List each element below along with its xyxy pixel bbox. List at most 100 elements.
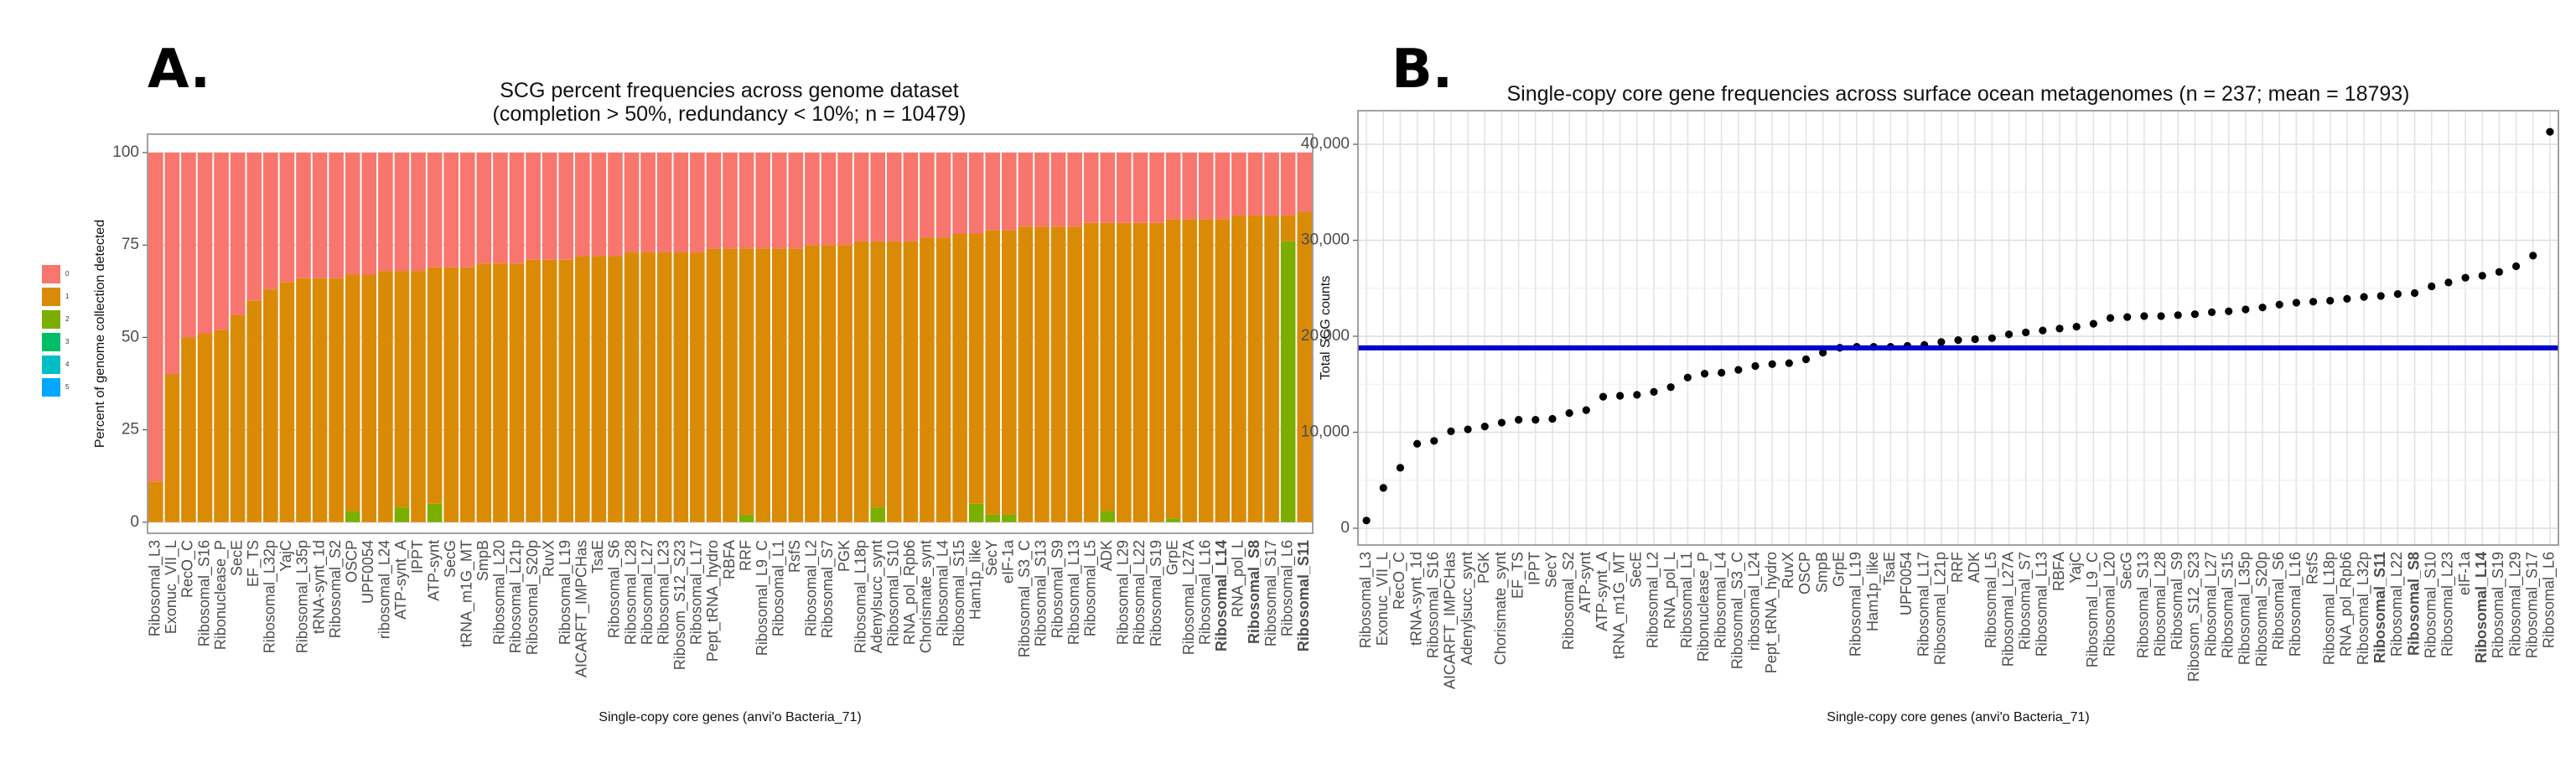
x-tick-label: Ribosomal_L6 bbox=[2541, 552, 2558, 648]
bar-segment bbox=[1149, 222, 1164, 522]
x-tick-label: RNA_pol_Rpb6 bbox=[901, 540, 919, 645]
x-tick-label: RNA_pol_Rpb6 bbox=[2338, 552, 2356, 657]
x-tick-label: Chorismate_synt bbox=[1492, 552, 1510, 665]
bar-segment bbox=[345, 511, 360, 522]
bar-segment bbox=[706, 248, 722, 522]
bar-segment bbox=[1034, 153, 1050, 227]
bar-segment bbox=[312, 278, 328, 522]
x-tick-label: Ham1p_like bbox=[967, 540, 984, 620]
x-tick-label: tRNA_m1G_MT bbox=[1610, 552, 1628, 659]
x-tick-label: ATP-synt bbox=[1577, 552, 1594, 613]
x-tick-label: ribosomal_L24 bbox=[376, 540, 394, 639]
legend-label: 4 bbox=[65, 361, 70, 368]
bar-segment bbox=[427, 503, 443, 522]
x-axis-title: Single-copy core genes (anvi'o Bacteria_… bbox=[1827, 710, 2089, 724]
x-axis-title: Single-copy core genes (anvi'o Bacteria_… bbox=[599, 710, 861, 724]
x-tick-label: RuvX bbox=[540, 540, 557, 577]
bar-segment bbox=[148, 481, 163, 522]
bar-segment bbox=[805, 153, 820, 246]
x-tick-label: Ribosomal_L23 bbox=[655, 540, 672, 645]
x-tick-label: Ribosomal_S15 bbox=[951, 540, 968, 646]
bar-segment bbox=[427, 267, 443, 504]
x-tick-label: Ribonuclease_P bbox=[212, 540, 230, 650]
x-tick-label: Adenylsucc_synt bbox=[1459, 552, 1476, 665]
x-tick-label: Chorismate_synt bbox=[918, 540, 936, 653]
x-tick-label: Ribosomal_L14 bbox=[2473, 552, 2490, 663]
x-tick-label: YajC bbox=[277, 540, 294, 572]
point bbox=[2393, 290, 2402, 299]
bar-segment bbox=[1247, 215, 1263, 522]
x-tick-label: IPPT bbox=[409, 540, 426, 574]
x-tick-label: eIF-1a bbox=[2456, 551, 2473, 595]
x-tick-label: Ribosomal_L29 bbox=[2506, 552, 2524, 657]
bar-segment bbox=[1002, 153, 1017, 231]
bar-segment bbox=[1198, 153, 1214, 220]
x-tick-label: SecY bbox=[983, 540, 1000, 576]
bar-segment bbox=[706, 153, 722, 249]
bar-segment bbox=[968, 503, 984, 522]
x-tick-label: SecG bbox=[2117, 552, 2134, 589]
legend-label: 1 bbox=[65, 293, 70, 300]
x-tick-label: Ribosomal_S3_C bbox=[1729, 552, 1747, 669]
x-tick-label: GrpE bbox=[1164, 540, 1180, 575]
x-tick-label: SecY bbox=[1543, 552, 1560, 588]
bar-segment bbox=[1215, 219, 1231, 522]
bar-segment bbox=[1264, 153, 1279, 215]
point bbox=[1480, 423, 1489, 431]
x-tick-label: YajC bbox=[2067, 552, 2084, 584]
x-tick-label: SmpB bbox=[474, 540, 491, 581]
x-tick-label: Ribosomal_S10 bbox=[2422, 552, 2439, 658]
bar-segment bbox=[509, 263, 525, 522]
point bbox=[1362, 517, 1371, 525]
bar-segment bbox=[394, 153, 410, 272]
x-tick-label: RsfS bbox=[786, 540, 803, 573]
point bbox=[2258, 304, 2267, 312]
x-tick-label: Ham1p_like bbox=[1864, 552, 1882, 631]
x-tick-label: Ribosomal_L5 bbox=[1983, 552, 2000, 648]
x-tick-label: RuvX bbox=[1780, 552, 1796, 589]
bar-segment bbox=[673, 252, 689, 522]
bar-segment bbox=[739, 153, 754, 249]
point bbox=[2039, 326, 2047, 335]
bar-segment bbox=[886, 241, 902, 522]
x-tick-label: Ribosomal_L32p bbox=[2355, 552, 2372, 665]
point bbox=[1633, 391, 1641, 399]
x-tick-label: SecE bbox=[228, 540, 245, 576]
point bbox=[2157, 312, 2165, 320]
bar-segment bbox=[230, 314, 246, 522]
bar-segment bbox=[1018, 226, 1034, 522]
point bbox=[1447, 427, 1455, 435]
bar-segment bbox=[394, 507, 410, 522]
x-tick-label: Ribosomal_L1 bbox=[1678, 552, 1696, 648]
bar-segment bbox=[870, 507, 886, 522]
bar-segment bbox=[526, 259, 541, 522]
x-tick-label: Exonuc_VII_L bbox=[163, 540, 180, 634]
bar-segment bbox=[1133, 153, 1148, 223]
bar-segment bbox=[1002, 230, 1017, 515]
bar-segment bbox=[476, 263, 492, 522]
bar-segment bbox=[296, 153, 311, 278]
bar-segment bbox=[1117, 222, 1132, 522]
x-tick-label: Ribosomal_S16 bbox=[195, 540, 213, 646]
bar-segment bbox=[476, 153, 492, 264]
x-tick-label: RecO_C bbox=[1391, 552, 1408, 610]
bar-segment bbox=[952, 153, 967, 234]
bar-segment bbox=[329, 153, 344, 278]
x-tick-label: Ribosomal_L23 bbox=[2439, 552, 2457, 657]
bar-segment bbox=[1018, 153, 1034, 227]
point bbox=[1937, 338, 1946, 346]
point bbox=[1819, 348, 1827, 357]
x-tick-label: ATP-synt_A bbox=[1594, 552, 1611, 631]
x-tick-label: Ribosomal_S9 bbox=[1049, 540, 1066, 638]
x-tick-label: EF_TS bbox=[1509, 552, 1526, 599]
legend-label: 3 bbox=[65, 338, 70, 345]
x-tick-label: Exonuc_VII_L bbox=[1374, 552, 1392, 646]
point bbox=[2275, 300, 2283, 309]
point bbox=[2242, 305, 2250, 314]
x-tick-label: Ribosomal_L35p bbox=[2237, 552, 2254, 665]
bar-segment bbox=[903, 153, 919, 241]
bar-segment bbox=[870, 241, 886, 508]
point bbox=[2207, 308, 2216, 316]
bar-segment bbox=[690, 252, 705, 522]
x-tick-label: Ribosomal_L35p bbox=[294, 540, 312, 653]
